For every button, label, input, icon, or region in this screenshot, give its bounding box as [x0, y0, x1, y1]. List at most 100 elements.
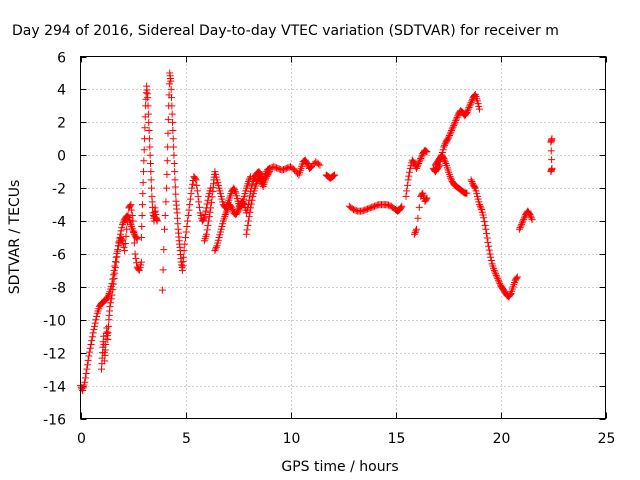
data-point [231, 186, 238, 194]
data-point [246, 208, 254, 216]
data-point [129, 227, 137, 235]
data-point [105, 322, 112, 330]
data-point [413, 225, 420, 233]
data-point [123, 218, 131, 226]
data-point [86, 344, 94, 352]
data-point [448, 125, 456, 133]
data-point [194, 192, 202, 200]
data-point [413, 164, 420, 172]
data-point [203, 226, 211, 234]
data-point [463, 108, 471, 116]
data-point [440, 143, 448, 151]
data-point [181, 240, 189, 248]
series-s15 [515, 207, 536, 233]
data-point [120, 243, 128, 251]
data-point [452, 115, 460, 123]
data-point [145, 118, 153, 126]
data-point [452, 117, 460, 125]
data-point [160, 246, 168, 254]
data-point [200, 214, 208, 222]
data-point [93, 312, 101, 320]
data-point [158, 286, 166, 294]
data-point [445, 133, 453, 141]
data-point [137, 234, 145, 241]
data-point [481, 221, 489, 229]
data-point [163, 157, 171, 165]
data-point [164, 116, 172, 124]
data-point [163, 170, 171, 178]
data-point [78, 385, 86, 393]
data-point [183, 223, 191, 231]
data-point [130, 228, 138, 236]
data-points [77, 69, 556, 395]
data-point [494, 275, 502, 283]
data-point [422, 147, 430, 155]
data-point [265, 169, 273, 177]
data-point [495, 278, 503, 286]
data-point [83, 365, 91, 373]
data-point [417, 153, 425, 161]
data-point [316, 161, 324, 169]
data-point [192, 176, 200, 184]
data-point [144, 110, 152, 118]
data-point [233, 208, 241, 216]
data-point [513, 273, 521, 281]
data-point [118, 224, 126, 232]
series-s16 [547, 135, 556, 176]
y-tick-label: -16 [43, 413, 66, 429]
y-tick-label: -14 [43, 380, 66, 396]
data-point [191, 175, 199, 183]
data-point [186, 201, 194, 209]
data-point [465, 104, 473, 112]
data-point [467, 99, 475, 107]
data-point [91, 319, 99, 327]
data-point [528, 215, 536, 223]
y-tick-label: 6 [57, 51, 66, 67]
data-point [146, 151, 154, 159]
data-point [84, 361, 91, 369]
data-point [547, 147, 555, 155]
data-point [119, 219, 127, 227]
data-point [86, 348, 94, 356]
data-point [548, 156, 556, 164]
data-point [131, 250, 139, 258]
data-point [247, 204, 255, 212]
data-point [221, 210, 229, 218]
series-s2 [98, 201, 145, 373]
data-point [211, 247, 219, 255]
data-point [147, 168, 155, 176]
data-point [518, 219, 526, 227]
data-point [167, 85, 175, 93]
data-point [145, 135, 153, 143]
data-point [184, 217, 192, 225]
data-point [130, 239, 138, 247]
data-point [128, 206, 136, 214]
data-point [91, 322, 98, 330]
data-point [140, 146, 148, 154]
data-point [329, 172, 337, 180]
data-point [517, 222, 525, 230]
data-point [89, 329, 97, 337]
y-tick-label: -8 [52, 281, 66, 297]
data-point [480, 214, 488, 222]
series-s1 [77, 212, 141, 395]
data-point [402, 192, 410, 200]
data-point [492, 271, 500, 279]
data-point [204, 221, 212, 229]
data-point [85, 352, 93, 360]
data-point [109, 286, 117, 294]
data-point [445, 131, 453, 139]
data-point [90, 326, 98, 334]
data-point [189, 180, 196, 188]
data-point [104, 329, 112, 337]
chart-title: Day 294 of 2016, Sidereal Day-to-day VTE… [12, 23, 559, 39]
series-s7 [242, 168, 273, 238]
data-point [170, 159, 178, 167]
data-point [106, 303, 114, 311]
data-point [124, 211, 132, 219]
data-point [423, 194, 431, 202]
data-point [303, 159, 311, 167]
data-point [444, 135, 452, 143]
data-point [142, 95, 150, 103]
data-point [141, 124, 149, 132]
